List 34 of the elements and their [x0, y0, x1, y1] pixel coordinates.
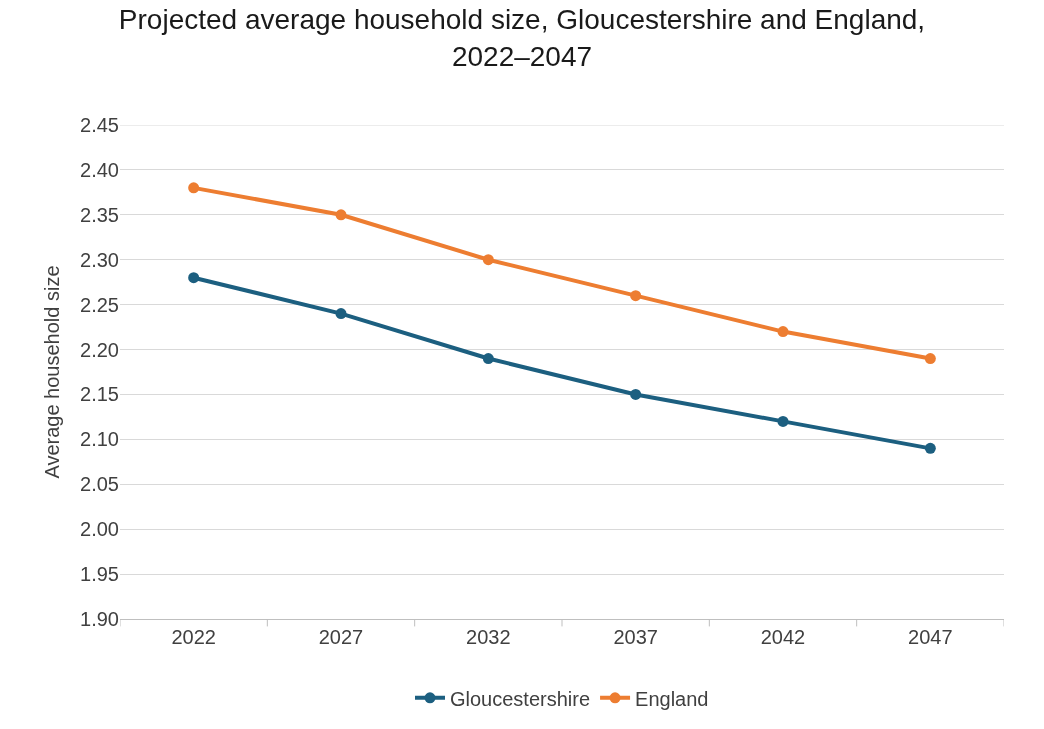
x-tick-label: 2032	[466, 626, 511, 648]
legend-label: England	[635, 687, 709, 710]
point	[482, 254, 494, 266]
point	[924, 442, 936, 454]
point	[777, 326, 789, 338]
y-tick-label: 2.15	[80, 383, 119, 406]
x-tick-label: 2027	[318, 626, 364, 648]
point	[482, 353, 494, 365]
x-tick-label: 2022	[171, 626, 216, 648]
y-tick-label: 2.05	[80, 473, 119, 496]
point	[335, 209, 347, 221]
point	[630, 388, 642, 400]
y-tick-label: 2.25	[80, 293, 119, 316]
y-tick-label: 2.35	[80, 203, 119, 226]
point	[188, 272, 200, 284]
point	[335, 308, 347, 320]
y-tick-label: 2.30	[80, 248, 119, 271]
point	[630, 290, 642, 302]
x-tick-label: 2037	[613, 626, 658, 648]
y-tick-label: 1.90	[80, 608, 119, 630]
chart-title: Projected average household size, Gloucestershire and England, 2022–2047	[118, 4, 926, 72]
y-tick-label: 2.40	[80, 158, 119, 181]
y-tick-label: 2.20	[80, 338, 119, 361]
point	[924, 353, 936, 365]
y-tick-label: 1.95	[80, 563, 119, 586]
x-tick-label: 2042	[760, 626, 806, 648]
y-tick-label: 2.45	[80, 114, 119, 136]
y-tick-label: 2.00	[80, 518, 119, 541]
y-axis-title: Average household size	[40, 265, 63, 479]
point	[777, 415, 789, 427]
y-tick-label: 2.10	[80, 428, 119, 451]
legend-label: Gloucestershire	[450, 687, 591, 710]
x-tick-label: 2047	[908, 626, 953, 648]
point	[188, 182, 200, 194]
